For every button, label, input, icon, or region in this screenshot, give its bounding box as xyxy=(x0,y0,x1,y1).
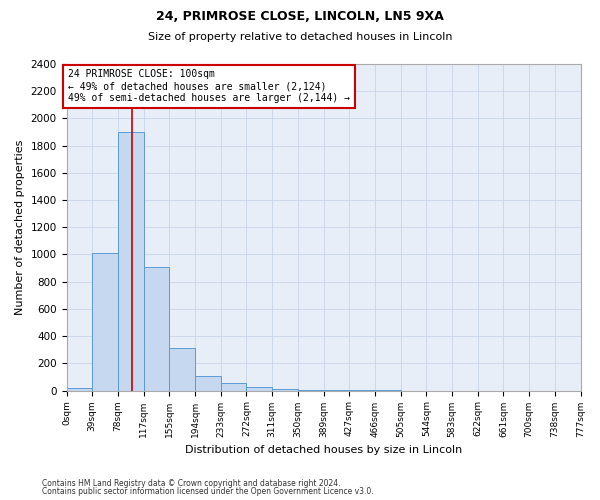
Bar xyxy=(195,376,221,390)
Bar xyxy=(169,348,195,391)
X-axis label: Distribution of detached houses by size in Lincoln: Distribution of detached houses by size … xyxy=(185,445,462,455)
Bar xyxy=(272,389,298,390)
Bar xyxy=(221,383,247,390)
Y-axis label: Number of detached properties: Number of detached properties xyxy=(15,140,25,315)
Bar xyxy=(247,387,272,390)
Text: Contains public sector information licensed under the Open Government Licence v3: Contains public sector information licen… xyxy=(42,487,374,496)
Bar xyxy=(92,253,118,390)
Text: Size of property relative to detached houses in Lincoln: Size of property relative to detached ho… xyxy=(148,32,452,42)
Text: Contains HM Land Registry data © Crown copyright and database right 2024.: Contains HM Land Registry data © Crown c… xyxy=(42,478,341,488)
Text: 24, PRIMROSE CLOSE, LINCOLN, LN5 9XA: 24, PRIMROSE CLOSE, LINCOLN, LN5 9XA xyxy=(156,10,444,23)
Bar xyxy=(118,132,143,390)
Bar xyxy=(67,388,92,390)
Bar xyxy=(143,266,169,390)
Text: 24 PRIMROSE CLOSE: 100sqm
← 49% of detached houses are smaller (2,124)
49% of se: 24 PRIMROSE CLOSE: 100sqm ← 49% of detac… xyxy=(68,70,350,102)
